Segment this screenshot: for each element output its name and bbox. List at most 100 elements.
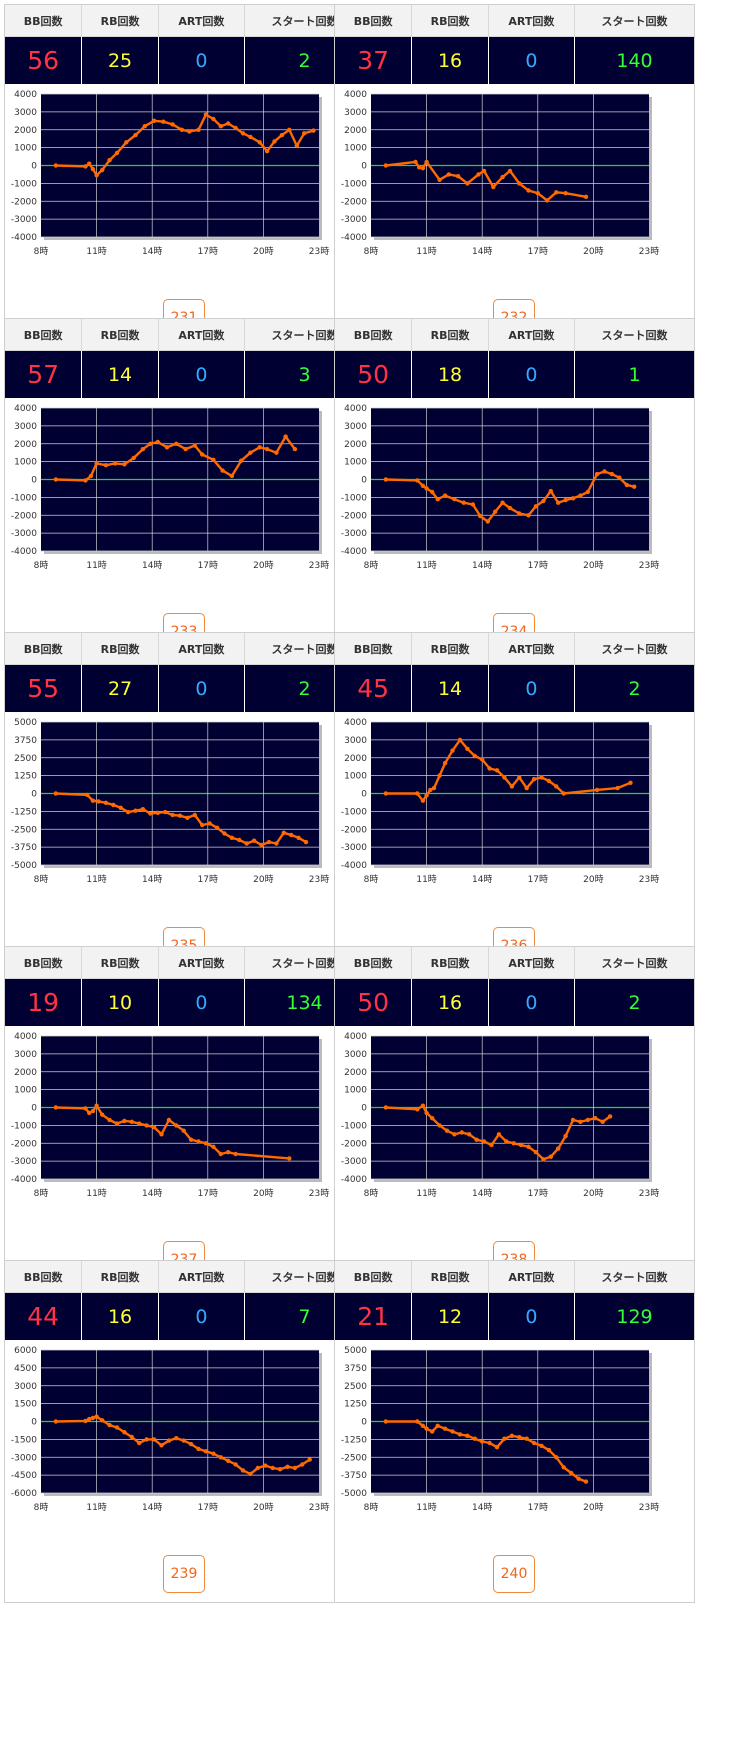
y-tick-label: -3000	[341, 843, 367, 853]
bb-count: 19	[5, 979, 83, 1026]
y-tick-label: -3750	[11, 843, 37, 853]
data-point	[450, 748, 455, 753]
y-tick-label: 2500	[14, 754, 37, 764]
data-point	[187, 129, 192, 134]
data-point	[100, 1112, 105, 1117]
data-point	[188, 1441, 194, 1447]
data-point	[264, 149, 270, 154]
stats-values: 56 25 0 2	[5, 37, 364, 84]
x-tick-label: 8時	[34, 560, 49, 571]
x-tick-label: 17時	[528, 246, 548, 257]
y-tick-label: -2000	[341, 1139, 367, 1149]
y-tick-label: -3000	[341, 529, 367, 539]
data-point	[274, 841, 279, 846]
y-tick-label: 3000	[344, 422, 367, 432]
data-point	[554, 1455, 559, 1460]
data-point	[129, 1434, 134, 1440]
y-tick-label: -1000	[11, 1121, 37, 1131]
data-point	[311, 128, 316, 133]
data-point	[240, 1468, 246, 1473]
x-tick-label: 20時	[583, 560, 603, 571]
rb-header: RB回数	[412, 633, 489, 664]
data-point	[239, 458, 244, 463]
data-point	[420, 1103, 426, 1108]
x-tick-label: 8時	[34, 874, 49, 885]
data-point	[259, 842, 264, 848]
data-point	[383, 477, 388, 482]
data-point	[166, 1438, 172, 1443]
data-point	[177, 813, 183, 818]
data-point	[266, 839, 272, 845]
art-header: ART回数	[159, 319, 245, 350]
y-tick-label: -4000	[11, 1175, 37, 1185]
x-tick-label: 8時	[34, 1502, 49, 1513]
x-tick-label: 14時	[472, 1188, 492, 1199]
data-point	[220, 468, 225, 473]
y-tick-label: -1000	[341, 179, 367, 189]
data-point	[583, 1479, 589, 1484]
data-point	[272, 139, 277, 144]
x-tick-label: 20時	[253, 246, 273, 257]
data-point	[107, 157, 112, 163]
x-tick-label: 11時	[86, 246, 106, 257]
machine-number-button[interactable]: 240	[493, 1555, 535, 1593]
y-tick-label: 0	[361, 162, 367, 172]
y-tick-label: -3750	[341, 1471, 367, 1481]
rb-header: RB回数	[82, 5, 159, 36]
data-point	[94, 461, 99, 466]
rb-header: RB回数	[412, 947, 489, 978]
art-count: 0	[159, 979, 245, 1026]
data-point	[487, 1440, 492, 1446]
bb-header: BB回数	[335, 319, 413, 350]
y-tick-label: 5000	[14, 718, 37, 728]
y-tick-label: 2000	[14, 440, 37, 450]
stats-header: BB回数 RB回数 ART回数 スタート回数	[335, 5, 694, 37]
data-point	[481, 1139, 487, 1144]
slump-chart: 5000 3750 2500 1250 0 -1250 -2500 -3750 -5000 8時 1…	[341, 1346, 659, 1513]
y-tick-label: 0	[31, 790, 37, 800]
rb-header: RB回数	[82, 319, 159, 350]
y-tick-label: -3000	[341, 215, 367, 225]
machine-number-button[interactable]: 239	[163, 1555, 205, 1593]
data-point	[415, 478, 420, 483]
art-count: 0	[489, 979, 575, 1026]
data-point	[624, 482, 629, 488]
start-count: 2	[628, 991, 641, 1014]
y-tick-label: 6000	[14, 1346, 37, 1356]
start-count: 2	[298, 49, 311, 72]
data-point	[112, 461, 118, 466]
data-point	[203, 112, 209, 117]
y-tick-label: 1000	[344, 772, 367, 782]
rb-header: RB回数	[82, 1261, 159, 1292]
data-point	[87, 1110, 92, 1116]
data-point	[524, 1436, 529, 1441]
data-point	[257, 445, 262, 450]
x-tick-label: 11時	[86, 560, 106, 571]
y-tick-label: -6000	[11, 1489, 37, 1499]
art-header: ART回数	[489, 1261, 575, 1292]
y-tick-label: 3750	[14, 736, 37, 746]
stats-header: BB回数 RB回数 ART回数 スタート回数	[335, 947, 694, 979]
data-point	[188, 1137, 194, 1142]
data-point	[170, 122, 175, 127]
data-point	[107, 1117, 112, 1123]
data-point	[517, 511, 522, 516]
data-point	[144, 1123, 149, 1128]
data-point	[607, 1114, 613, 1119]
data-point	[303, 839, 309, 845]
data-point	[133, 808, 138, 813]
y-tick-label: 1500	[14, 1400, 37, 1410]
data-point	[576, 1476, 581, 1481]
data-point	[196, 1446, 201, 1452]
data-point	[563, 1133, 568, 1139]
data-point	[122, 1430, 127, 1435]
data-point	[485, 519, 490, 524]
data-point	[561, 791, 566, 796]
data-point	[383, 1105, 388, 1110]
data-point	[294, 143, 299, 148]
data-point	[442, 760, 448, 766]
data-point	[233, 1462, 238, 1467]
data-point	[531, 1440, 537, 1446]
slump-chart: 4000 3000 2000 1000 0 -1000 -2000 -3000 -4000 8時 1…	[341, 90, 659, 257]
bb-count: 57	[5, 351, 83, 398]
